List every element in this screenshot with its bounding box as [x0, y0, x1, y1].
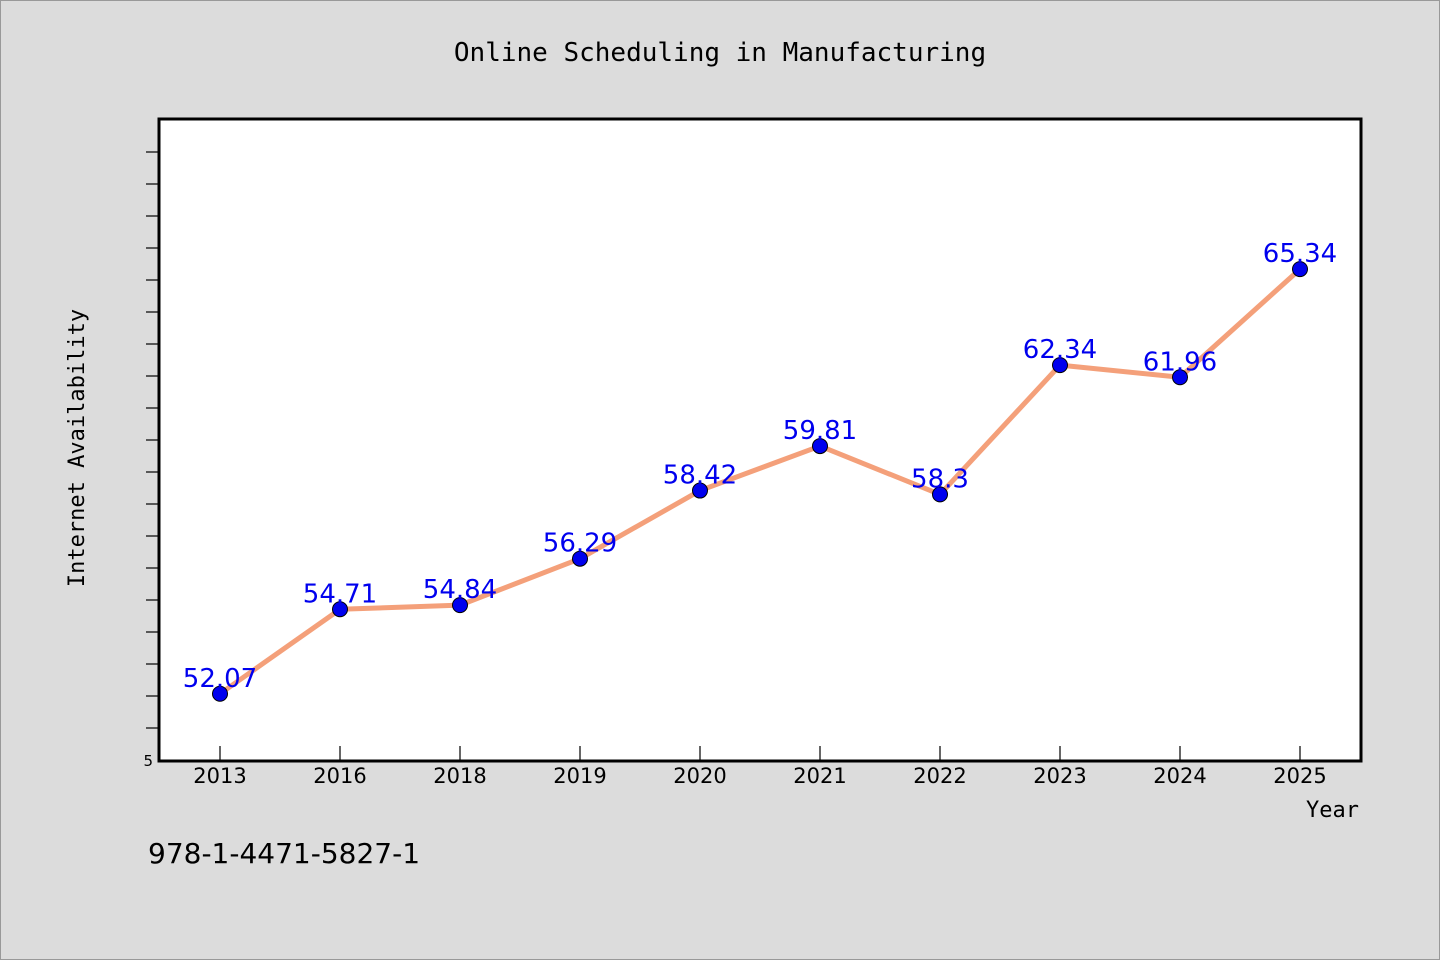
x-tick-label: 2025 [1273, 764, 1326, 788]
data-label: 65.34 [1263, 239, 1337, 269]
y-axis-ticks: 5 [143, 151, 159, 770]
data-label: 54.71 [303, 579, 377, 609]
data-label: 58.42 [663, 461, 737, 491]
x-axis-ticks: 2013 2016 2018 2019 2020 2021 2022 2023 2024 2025 [193, 746, 1327, 788]
data-point [1172, 369, 1188, 386]
data-markers [212, 261, 1308, 702]
x-tick-label: 2023 [1033, 764, 1086, 788]
data-point [452, 597, 468, 614]
series-line [217, 266, 1303, 697]
isbn-text: 978-1-4471-5827-1 [148, 837, 420, 870]
data-point [332, 601, 348, 618]
data-point [932, 486, 948, 503]
data-label: 61.96 [1143, 347, 1217, 377]
data-point [572, 550, 588, 567]
data-point [812, 438, 828, 455]
x-axis-title: Year [1306, 798, 1359, 823]
y-axis-title: Internet Availability [65, 309, 90, 587]
data-label: 62.34 [1023, 335, 1097, 365]
data-label: 52.07 [183, 664, 257, 694]
x-tick-label: 2013 [193, 764, 246, 788]
y-tick-label: 5 [143, 752, 153, 770]
data-label: 58.3 [911, 464, 969, 494]
plot-area [157, 117, 1363, 763]
x-tick-label: 2022 [913, 764, 966, 788]
data-point [1052, 357, 1068, 374]
x-tick-label: 2020 [673, 764, 726, 788]
x-tick-label: 2024 [1153, 764, 1206, 788]
chart-title: Online Scheduling in Manufacturing [454, 38, 986, 68]
x-tick-label: 2018 [433, 764, 486, 788]
data-label: 59.81 [783, 416, 857, 446]
x-tick-label: 2016 [313, 764, 366, 788]
data-point [212, 685, 228, 702]
data-point [1292, 261, 1308, 278]
data-point [692, 482, 708, 499]
data-label: 56.29 [543, 529, 617, 559]
data-labels: 52.07 54.71 54.84 56.29 58.42 59.81 58.3 62.34 6… [183, 239, 1337, 694]
x-tick-label: 2019 [553, 764, 606, 788]
data-label: 54.84 [423, 575, 497, 605]
x-tick-label: 2021 [793, 764, 846, 788]
